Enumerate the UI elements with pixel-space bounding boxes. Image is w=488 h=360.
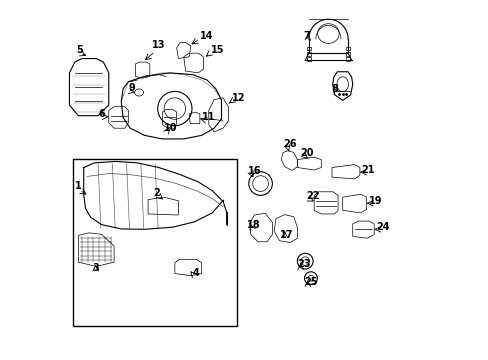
Text: 7: 7 <box>303 31 309 41</box>
Text: 25: 25 <box>304 277 317 287</box>
Text: 17: 17 <box>279 230 292 240</box>
Bar <box>306 47 311 50</box>
Bar <box>306 58 311 61</box>
Text: 19: 19 <box>367 196 381 206</box>
Text: 16: 16 <box>247 166 261 176</box>
Text: 12: 12 <box>231 93 245 103</box>
Text: 13: 13 <box>151 40 165 50</box>
Bar <box>345 52 349 56</box>
Text: 8: 8 <box>331 85 338 94</box>
Text: 26: 26 <box>283 139 296 149</box>
Bar <box>345 47 349 50</box>
Text: 18: 18 <box>246 220 260 230</box>
Text: 4: 4 <box>192 268 199 278</box>
Text: 3: 3 <box>92 263 99 273</box>
Text: 21: 21 <box>361 165 374 175</box>
Text: 11: 11 <box>202 112 215 122</box>
Text: 5: 5 <box>77 45 83 55</box>
Text: 23: 23 <box>297 259 310 269</box>
Bar <box>306 52 311 56</box>
Text: 15: 15 <box>210 45 224 55</box>
Text: 20: 20 <box>300 148 313 158</box>
Text: 9: 9 <box>128 84 135 93</box>
Bar <box>73 158 237 327</box>
Text: 14: 14 <box>200 31 213 41</box>
Text: 6: 6 <box>98 109 104 119</box>
Bar <box>345 58 349 61</box>
Text: 22: 22 <box>305 191 319 201</box>
Text: 2: 2 <box>153 188 160 198</box>
Text: 10: 10 <box>164 123 177 133</box>
Text: 24: 24 <box>375 222 388 232</box>
Text: 1: 1 <box>75 181 81 191</box>
